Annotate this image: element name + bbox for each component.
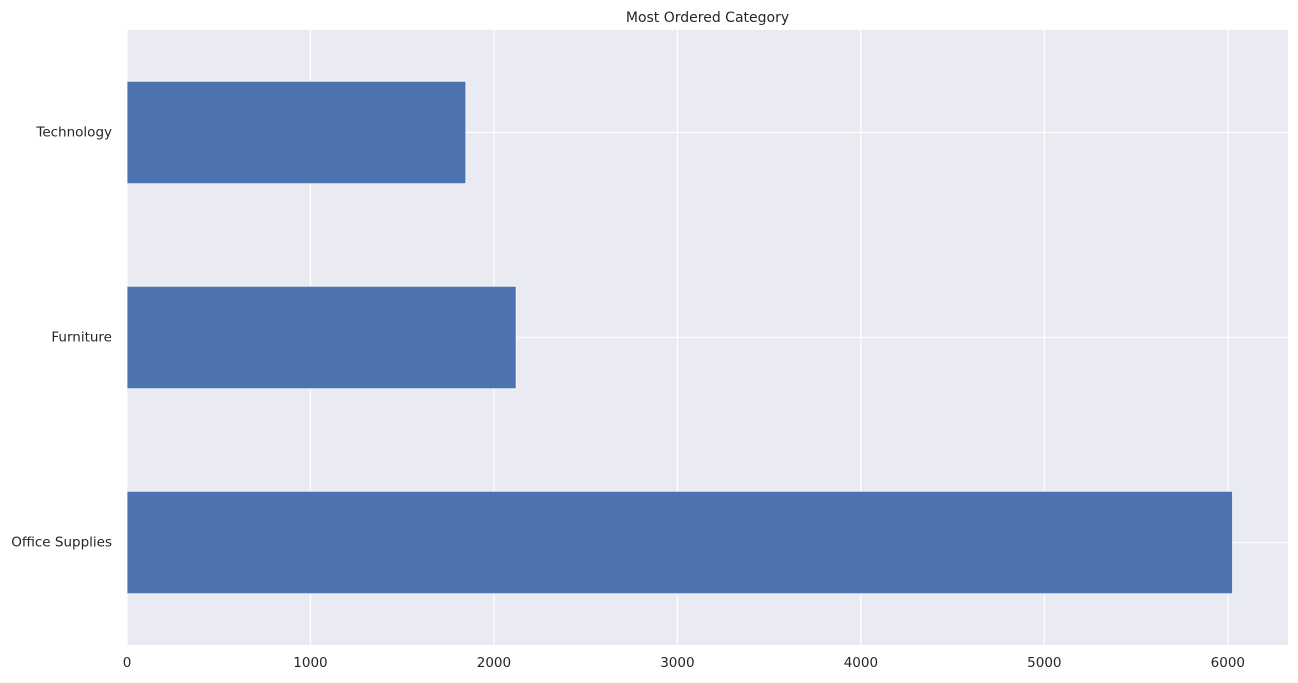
y-tick-label: Office Supplies <box>11 535 112 551</box>
y-tick-label: Furniture <box>51 330 112 346</box>
x-tick-label: 4000 <box>844 655 878 671</box>
x-tick-label: 6000 <box>1211 655 1245 671</box>
x-tick-label: 0 <box>123 655 132 671</box>
x-tick-label: 5000 <box>1027 655 1061 671</box>
chart-title: Most Ordered Category <box>626 10 789 26</box>
bar-office-supplies <box>126 490 1233 595</box>
y-axis-ticks: Office Supplies Furniture Technology <box>11 125 112 551</box>
x-tick-label: 1000 <box>293 655 327 671</box>
bar-technology <box>126 80 467 185</box>
x-tick-label: 3000 <box>660 655 694 671</box>
bar-furniture <box>126 285 517 390</box>
x-axis-ticks: 0 1000 2000 3000 4000 5000 6000 <box>123 655 1245 671</box>
y-tick-label: Technology <box>35 125 112 141</box>
bars <box>126 80 1233 595</box>
x-tick-label: 2000 <box>477 655 511 671</box>
